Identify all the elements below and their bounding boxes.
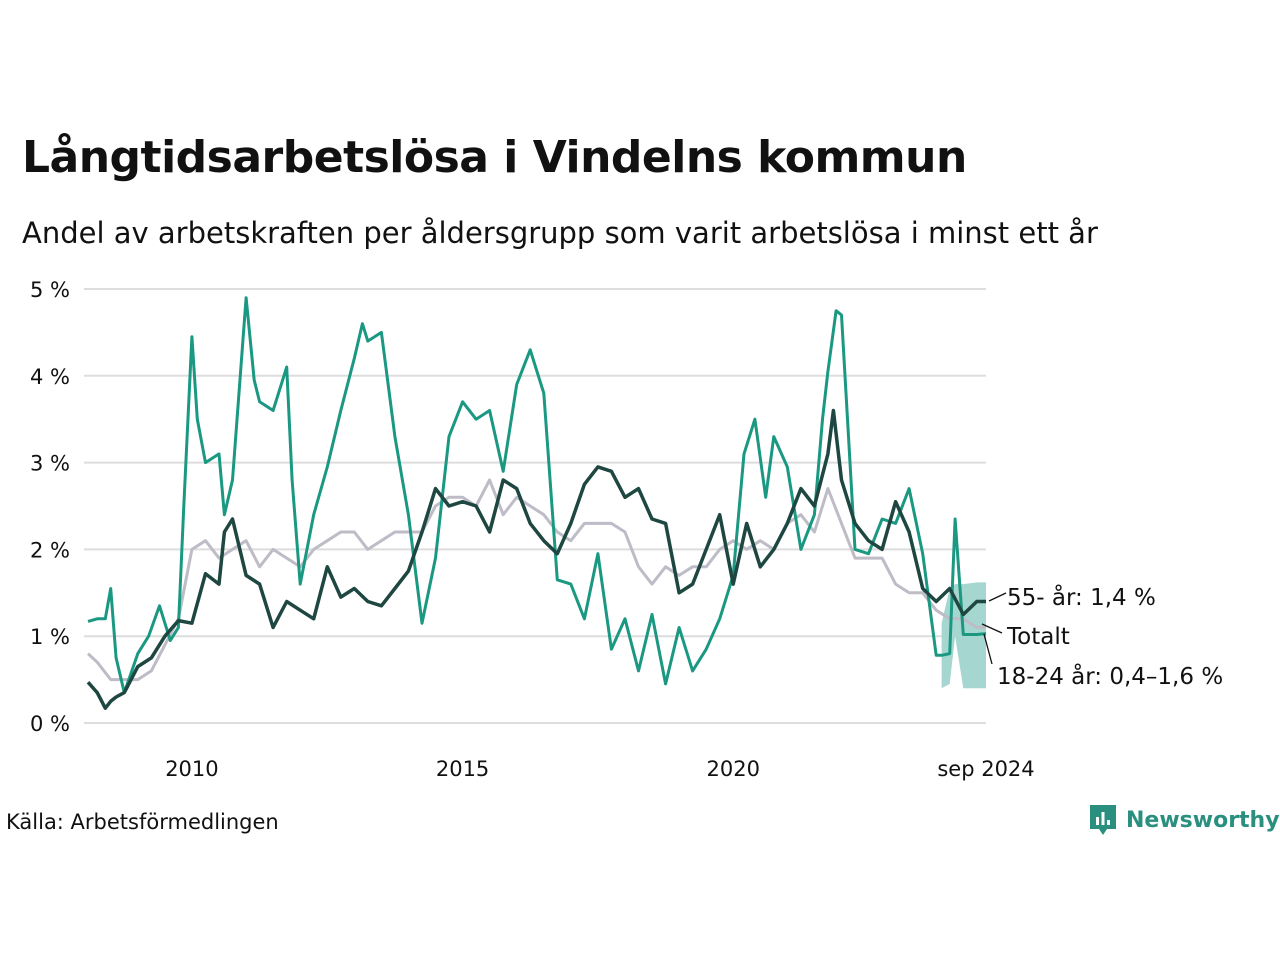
x-tick-label: 2010: [165, 757, 218, 781]
newsworthy-logo-icon: [1090, 805, 1116, 835]
end-label-total: Totalt: [1006, 624, 1070, 650]
leader-line-youth: [983, 633, 993, 665]
chart-subtitle: Andel av arbetskraften per åldersgrupp s…: [22, 216, 1098, 250]
grid-lines: [84, 288, 986, 724]
chart-title: Långtidsarbetslösa i Vindelns kommun: [22, 132, 967, 183]
series-lines: [86, 296, 987, 710]
y-axis-tick-labels: 0 % 1 % 2 % 3 % 4 % 5 %: [30, 278, 70, 736]
y-tick-label: 1 %: [30, 625, 70, 649]
end-labels: 55- år: 1,4 % Totalt 18-24 år: 0,4–1,6 %: [981, 583, 1223, 690]
x-tick-label: 2015: [436, 757, 489, 781]
y-tick-label: 5 %: [30, 278, 70, 302]
y-tick-label: 2 %: [30, 538, 70, 562]
x-axis-tick-labels: 2010 2015 2020 sep 2024: [165, 757, 1034, 781]
source-note: Källa: Arbetsförmedlingen: [6, 810, 279, 834]
brand-name: Newsworthy: [1126, 807, 1280, 833]
y-tick-label: 3 %: [30, 452, 70, 476]
leader-line-total: [981, 623, 1003, 634]
x-tick-label: 2020: [706, 757, 759, 781]
y-tick-label: 0 %: [30, 712, 70, 736]
end-label-older: 55- år: 1,4 %: [1007, 583, 1156, 611]
brand-logo[interactable]: Newsworthy: [1088, 803, 1280, 837]
x-tick-label: sep 2024: [937, 757, 1034, 781]
series-line-youth: [87, 296, 987, 695]
end-label-youth: 18-24 år: 0,4–1,6 %: [997, 662, 1223, 690]
y-tick-label: 4 %: [30, 365, 70, 389]
leader-line-older: [988, 592, 1007, 602]
series-line-total: [86, 478, 986, 682]
series-line-older: [86, 408, 986, 710]
